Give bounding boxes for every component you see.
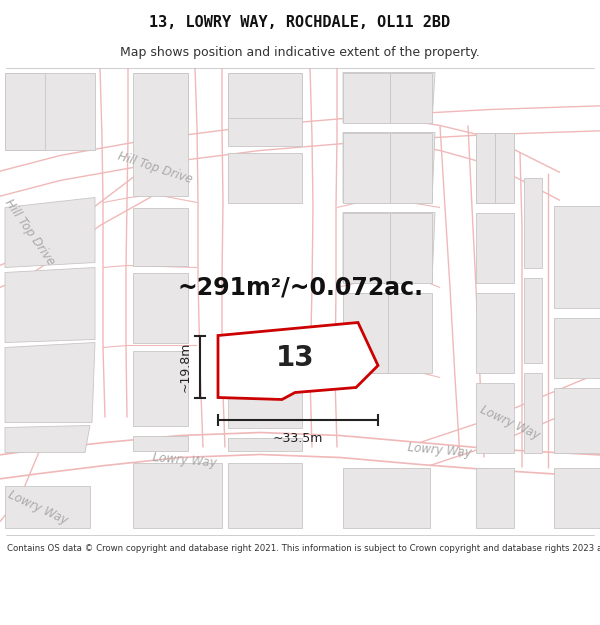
Polygon shape — [5, 486, 90, 528]
Polygon shape — [554, 468, 600, 528]
Polygon shape — [524, 177, 542, 268]
Text: Lowry Way: Lowry Way — [407, 441, 473, 460]
Polygon shape — [133, 208, 188, 266]
Text: ~291m²/~0.072ac.: ~291m²/~0.072ac. — [177, 276, 423, 299]
Text: Map shows position and indicative extent of the property.: Map shows position and indicative extent… — [120, 46, 480, 59]
Polygon shape — [524, 278, 542, 362]
Polygon shape — [5, 268, 95, 342]
Polygon shape — [228, 72, 302, 146]
Polygon shape — [554, 318, 600, 378]
Polygon shape — [390, 132, 432, 202]
Polygon shape — [476, 292, 514, 372]
Text: Lowry Way: Lowry Way — [6, 488, 70, 527]
Text: Hill Top Drive: Hill Top Drive — [116, 149, 194, 186]
Polygon shape — [343, 132, 435, 202]
Polygon shape — [133, 462, 222, 528]
Polygon shape — [343, 213, 435, 282]
Text: 13, LOWRY WAY, ROCHDALE, OL11 2BD: 13, LOWRY WAY, ROCHDALE, OL11 2BD — [149, 15, 451, 30]
Polygon shape — [228, 362, 302, 428]
Polygon shape — [133, 436, 188, 451]
Text: Contains OS data © Crown copyright and database right 2021. This information is : Contains OS data © Crown copyright and d… — [7, 544, 600, 552]
Polygon shape — [476, 132, 495, 202]
Polygon shape — [228, 152, 302, 202]
Text: Lowry Way: Lowry Way — [152, 451, 218, 470]
Polygon shape — [343, 72, 390, 122]
Polygon shape — [5, 426, 90, 452]
Polygon shape — [495, 132, 514, 202]
Polygon shape — [134, 72, 188, 126]
Polygon shape — [390, 72, 432, 122]
Polygon shape — [133, 72, 188, 196]
Polygon shape — [228, 72, 302, 118]
Polygon shape — [228, 438, 302, 451]
Polygon shape — [5, 72, 45, 149]
Text: Lowry Way: Lowry Way — [478, 403, 542, 442]
Polygon shape — [343, 72, 435, 122]
Polygon shape — [554, 206, 600, 308]
Text: ~19.8m: ~19.8m — [179, 341, 192, 392]
Polygon shape — [218, 322, 378, 399]
Polygon shape — [554, 388, 600, 452]
Polygon shape — [343, 132, 390, 202]
Polygon shape — [476, 468, 514, 528]
Text: ~33.5m: ~33.5m — [273, 431, 323, 444]
Polygon shape — [343, 292, 388, 372]
Polygon shape — [476, 132, 514, 202]
Polygon shape — [390, 213, 432, 282]
Polygon shape — [476, 213, 514, 282]
Polygon shape — [343, 468, 430, 528]
Polygon shape — [5, 72, 95, 149]
Polygon shape — [5, 342, 95, 422]
Polygon shape — [343, 292, 432, 372]
Polygon shape — [524, 372, 542, 452]
Polygon shape — [133, 351, 188, 426]
Polygon shape — [343, 213, 390, 282]
Polygon shape — [133, 272, 188, 342]
Text: Hill Top Drive: Hill Top Drive — [2, 197, 58, 268]
Polygon shape — [476, 382, 514, 452]
Polygon shape — [5, 198, 95, 268]
Text: 13: 13 — [275, 344, 314, 371]
Polygon shape — [228, 462, 302, 528]
